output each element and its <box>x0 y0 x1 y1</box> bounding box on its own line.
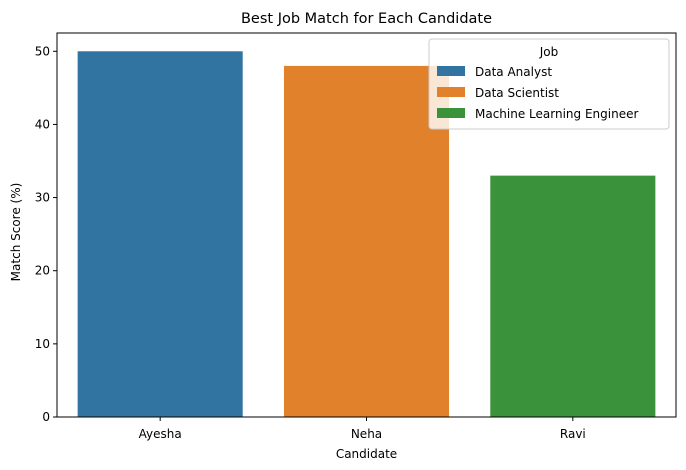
y-tick-label: 30 <box>35 191 50 205</box>
bar-neha <box>283 65 450 418</box>
legend-swatch <box>437 108 465 118</box>
legend: Job Data Analyst Data Scientist Machine Lea… <box>428 38 670 130</box>
legend-title: Job <box>539 45 559 59</box>
bar-ayesha <box>77 51 243 418</box>
plot-area <box>56 32 677 418</box>
legend-label: Machine Learning Engineer <box>475 107 638 121</box>
y-tick-label: 20 <box>35 264 50 278</box>
chart-title: Best Job Match for Each Candidate <box>241 11 492 27</box>
y-axis-title: Match Score (%) <box>9 183 23 282</box>
x-axis-title: Candidate <box>336 447 397 461</box>
bar-ravi <box>490 175 656 417</box>
legend-label: Data Analyst <box>475 65 552 79</box>
x-axis: Ayesha Neha Ravi <box>139 417 586 441</box>
y-tick-label: 10 <box>35 337 50 351</box>
y-axis: 0 10 20 30 40 50 <box>35 44 57 424</box>
x-tick-label: Ayesha <box>139 427 182 441</box>
y-tick-label: 50 <box>35 44 50 58</box>
legend-label: Data Scientist <box>475 86 559 100</box>
legend-swatch <box>437 66 465 76</box>
legend-box <box>428 38 670 130</box>
y-tick-label: 0 <box>42 410 50 424</box>
x-tick-label: Ravi <box>560 427 586 441</box>
legend-swatch <box>437 87 465 97</box>
y-tick-label: 40 <box>35 117 50 131</box>
x-tick-label: Neha <box>351 427 382 441</box>
